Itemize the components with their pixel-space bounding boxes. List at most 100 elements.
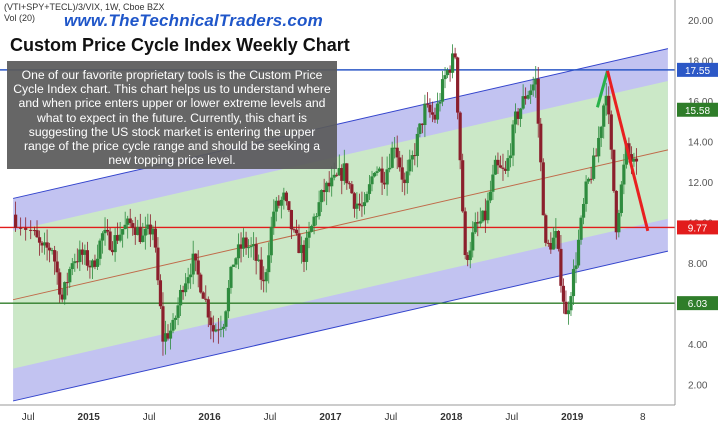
candle-body-7	[40, 242, 44, 246]
candle-body-177	[468, 250, 472, 261]
candle-body-235	[614, 190, 618, 233]
candle-body-161	[428, 104, 432, 113]
volume-label: Vol (20)	[4, 13, 36, 23]
candle-body-114	[309, 226, 314, 232]
candle-body-103	[282, 192, 286, 200]
candle-body-189	[498, 165, 503, 168]
candle-body-163	[433, 114, 437, 120]
candle-body-1	[19, 227, 23, 229]
candle-body-205	[539, 123, 543, 163]
candle-body-122	[330, 177, 334, 187]
candle-body-66	[189, 274, 193, 278]
candle-body-199	[524, 96, 528, 99]
candle-body-59	[171, 319, 175, 331]
x-tick-label-8: Jul	[505, 412, 518, 423]
candle-body-139	[372, 172, 377, 177]
candle-body-98	[269, 226, 273, 256]
candle-body-111	[302, 244, 306, 262]
candle-body-220	[576, 239, 581, 266]
candle-body-243	[634, 158, 639, 162]
candle-body-144	[385, 169, 389, 185]
candle-body-61	[176, 305, 180, 318]
candle-body-20	[73, 261, 77, 264]
candle-body-138	[370, 176, 374, 185]
candle-body-222	[581, 203, 586, 218]
candle-body-15	[60, 294, 64, 300]
candle-body-0	[14, 214, 18, 228]
candle-body-51	[151, 228, 155, 235]
candle-body-71	[201, 292, 205, 299]
candle-body-68	[194, 253, 198, 261]
candle-body-36	[113, 235, 117, 253]
candle-body-193	[508, 155, 513, 159]
candle-body-166	[440, 79, 445, 102]
candle-body-226	[592, 155, 596, 179]
candle-body-75	[211, 325, 215, 332]
candle-body-24	[83, 250, 87, 255]
candle-body-38	[118, 234, 122, 241]
site-watermark[interactable]: www.TheTechnicalTraders.com	[64, 11, 323, 30]
candle-body-119	[322, 190, 326, 193]
candle-body-69	[196, 260, 200, 275]
candle-body-74	[209, 317, 213, 326]
candle-body-60	[173, 317, 178, 320]
candle-body-73	[206, 299, 210, 318]
candle-body-146	[390, 147, 394, 168]
level-badge-1	[677, 102, 718, 117]
y-tick-label-6: 14.00	[688, 137, 713, 148]
channel-upper-edge	[12, 48, 669, 199]
candle-body-221	[579, 217, 583, 240]
candle-body-234	[612, 149, 616, 191]
candle-body-65	[186, 277, 190, 284]
candle-body-200	[526, 94, 530, 99]
candle-body-92	[254, 244, 258, 261]
candle-body-218	[571, 268, 576, 297]
candle-body-151	[403, 179, 407, 184]
candle-body-228	[597, 137, 601, 157]
candle-body-117	[317, 202, 321, 217]
candle-body-219	[574, 265, 578, 269]
x-tick-label-5: 2017	[319, 412, 342, 423]
candle-body-87	[241, 237, 246, 249]
candle-body-233	[609, 114, 613, 150]
candle-body-106	[289, 210, 294, 230]
candle-body-155	[413, 155, 417, 157]
candle-body-67	[191, 253, 195, 275]
candle-body-134	[360, 205, 364, 207]
candle-body-84	[234, 258, 238, 265]
candle-body-194	[511, 124, 515, 156]
candle-body-99	[272, 211, 276, 227]
candle-body-165	[438, 101, 442, 104]
annotation-box: One of our favorite proprietary tools is…	[7, 61, 337, 169]
candle-body-141	[377, 168, 382, 172]
candle-body-90	[249, 246, 253, 248]
candle-body-184	[486, 200, 490, 221]
time-axis: Jul 2015 Jul 2016 Jul 2017 Jul 2018 Jul 2019 8	[0, 404, 675, 423]
candle-body-148	[395, 147, 399, 158]
candle-body-129	[347, 183, 351, 185]
candle-body-203	[534, 78, 538, 85]
candle-body-62	[178, 289, 183, 306]
candle-body-153	[408, 159, 412, 172]
candle-body-158	[420, 123, 424, 126]
symbol-label: (VTI+SPY+TECL)/3/VIX, 1W, Cboe BZX	[4, 2, 165, 12]
candle-body-58	[168, 330, 173, 339]
candle-body-157	[418, 123, 422, 134]
candle-body-191	[503, 168, 508, 171]
candle-body-53	[156, 247, 160, 281]
x-tick-label-2: Jul	[143, 412, 156, 423]
candle-body-170	[451, 53, 455, 73]
candle-body-110	[299, 244, 304, 254]
candle-body-240	[627, 143, 631, 155]
candle-body-172	[456, 57, 460, 113]
candle-body-217	[569, 296, 573, 311]
candle-body-35	[110, 249, 115, 253]
candle-body-124	[335, 174, 339, 176]
candle-body-133	[357, 203, 362, 206]
candle-body-229	[599, 126, 603, 138]
candle-body-236	[617, 212, 621, 233]
candle-body-242	[632, 158, 636, 162]
candle-body-95	[262, 279, 266, 282]
candle-body-160	[425, 103, 430, 105]
